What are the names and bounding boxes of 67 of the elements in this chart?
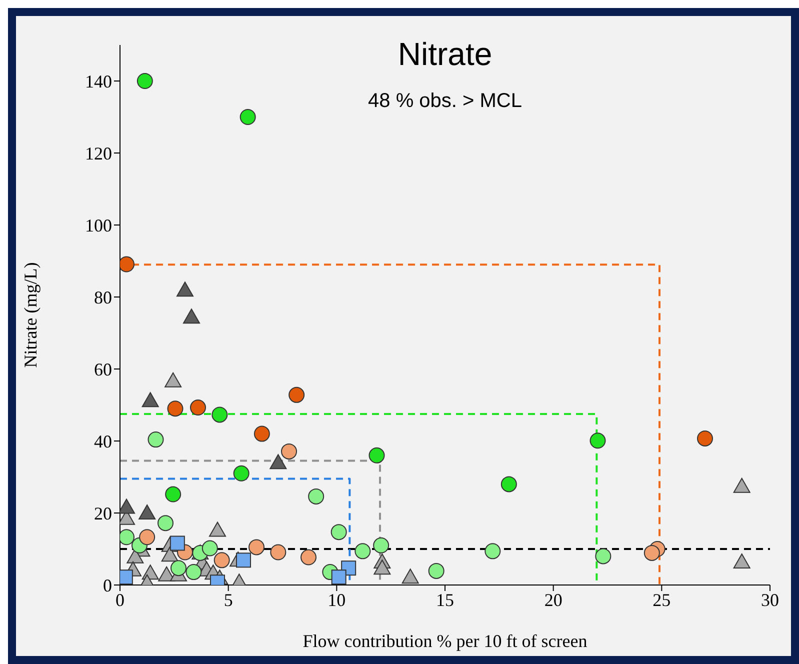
point xyxy=(167,400,184,417)
x-tick-label: 25 xyxy=(652,590,671,610)
point xyxy=(240,109,256,125)
point xyxy=(254,426,270,442)
point xyxy=(136,73,153,89)
point xyxy=(733,553,750,568)
point xyxy=(142,392,159,408)
point xyxy=(331,570,346,585)
point xyxy=(402,568,419,584)
point xyxy=(300,549,316,566)
point xyxy=(190,400,206,416)
point xyxy=(595,548,612,564)
point xyxy=(148,432,164,448)
point xyxy=(428,562,444,579)
x-tick-label: 20 xyxy=(544,590,562,610)
y-tick-label: 40 xyxy=(94,431,112,452)
point xyxy=(165,486,182,502)
point xyxy=(288,386,305,403)
chart-title: Nitrate xyxy=(396,36,494,73)
point xyxy=(500,476,517,492)
point xyxy=(186,564,202,580)
point xyxy=(212,406,228,423)
point xyxy=(330,524,347,540)
point xyxy=(373,537,390,554)
point xyxy=(202,540,218,556)
y-tick-label: 120 xyxy=(85,143,112,164)
point xyxy=(281,443,297,460)
point xyxy=(176,282,194,297)
point xyxy=(183,308,200,324)
point xyxy=(270,454,287,470)
x-tick-label: 15 xyxy=(436,590,454,610)
point xyxy=(236,552,251,568)
y-tick-label: 100 xyxy=(85,215,112,236)
point xyxy=(354,543,371,560)
y-tick-label: 60 xyxy=(94,359,112,380)
point xyxy=(484,543,501,560)
x-tick-label: 0 xyxy=(116,590,124,610)
point xyxy=(374,560,391,575)
y-axis-title: Nitrate (mg/L) xyxy=(20,262,40,368)
point xyxy=(590,432,606,449)
point xyxy=(161,546,178,562)
point xyxy=(139,529,156,546)
point xyxy=(733,478,750,493)
text: 48 % obs. > MCL xyxy=(367,90,523,113)
point xyxy=(164,372,182,388)
point xyxy=(248,539,264,556)
point xyxy=(270,544,286,560)
point xyxy=(158,566,176,582)
x-tick-label: 5 xyxy=(224,590,233,610)
point xyxy=(697,430,713,446)
y-tick-label: 140 xyxy=(85,71,112,92)
point xyxy=(214,552,230,568)
point xyxy=(170,536,185,551)
point xyxy=(368,447,385,464)
point xyxy=(644,544,660,561)
point xyxy=(233,465,250,482)
point xyxy=(209,522,226,537)
point xyxy=(170,560,186,576)
x-axis-title: Flow contribution % per 10 ft of screen xyxy=(302,631,588,651)
point xyxy=(138,504,156,520)
point xyxy=(158,515,174,532)
y-tick-label: 20 xyxy=(94,503,112,524)
x-tick-label: 10 xyxy=(328,590,346,610)
y-tick-label: 0 xyxy=(103,575,112,596)
y-tick-label: 80 xyxy=(94,287,112,308)
x-tick-label: 30 xyxy=(761,590,779,610)
point xyxy=(308,488,324,504)
